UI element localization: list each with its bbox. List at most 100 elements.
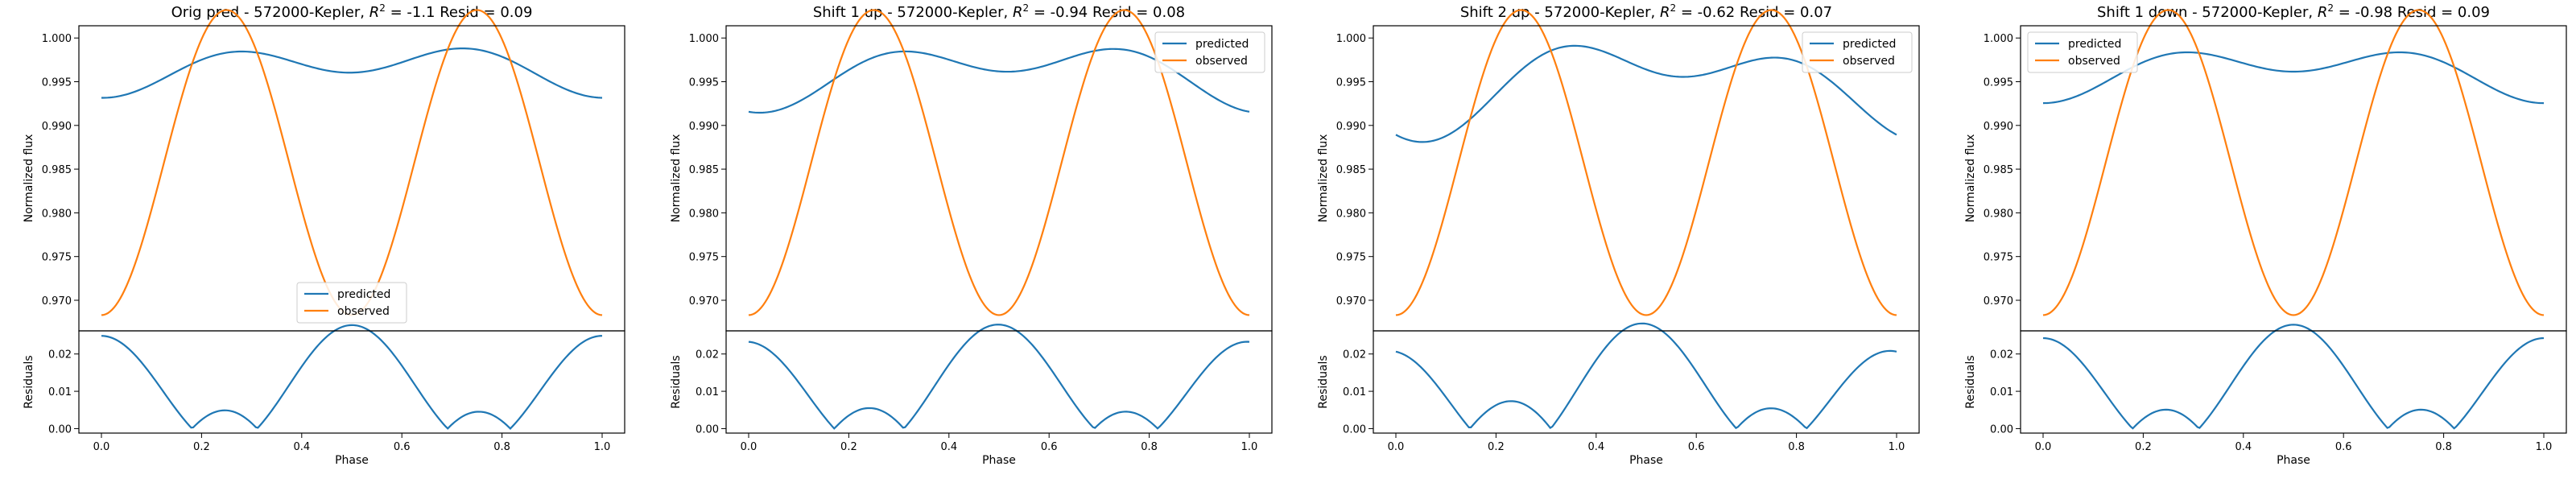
legend-label-observed: observed <box>1843 55 1895 68</box>
top-ytick-label: 0.990 <box>1336 121 1366 133</box>
bottom-ytick-label: 0.00 <box>48 423 72 436</box>
series-line-predicted <box>101 47 603 99</box>
series-line-observed <box>1395 9 1897 316</box>
top-ytick-label: 0.975 <box>689 252 719 264</box>
x-axis-label: Phase <box>335 454 369 467</box>
top-ytick-label: 0.985 <box>42 164 72 176</box>
bottom-y-axis-label: Residuals <box>1964 355 1977 408</box>
bottom-ytick-label: 0.01 <box>696 386 719 398</box>
legend: predicted observed <box>2027 31 2138 73</box>
xtick-label: 0.0 <box>741 441 758 453</box>
xtick-label: 0.2 <box>840 441 857 453</box>
top-ytick-label: 0.975 <box>42 252 72 264</box>
x-axis-label: Phase <box>2277 454 2310 467</box>
top-y-axis-label: Normalized flux <box>1317 134 1330 223</box>
xtick-label: 0.8 <box>493 441 510 453</box>
top-ytick-label: 0.985 <box>689 164 719 176</box>
top-ytick-label: 0.980 <box>1336 208 1366 220</box>
x-axis-label: Phase <box>1629 454 1663 467</box>
xtick-label: 1.0 <box>1889 441 1905 453</box>
top-ytick-label: 1.000 <box>42 33 72 45</box>
top-ytick-label: 1.000 <box>689 33 719 45</box>
top-ytick-label: 0.985 <box>1336 164 1366 176</box>
legend-label-predicted: predicted <box>2068 38 2121 51</box>
bottom-ytick-label: 0.02 <box>48 349 72 361</box>
xtick-label: 0.2 <box>1488 441 1505 453</box>
bottom-y-axis-label: Residuals <box>1317 355 1330 408</box>
bottom-ytick-label: 0.00 <box>696 423 719 436</box>
top-ytick-label: 0.980 <box>689 208 719 220</box>
residual-line <box>2042 324 2545 430</box>
legend: predicted observed <box>1154 31 1265 73</box>
panel-1: Orig pred - 572000-Kepler, R2 = -1.1 Res… <box>23 2 625 467</box>
xtick-label: 0.8 <box>1141 441 1158 453</box>
xtick-label: 0.8 <box>1788 441 1805 453</box>
top-ytick-label: 0.970 <box>42 295 72 308</box>
legend-box <box>2027 31 2138 73</box>
xtick-label: 0.6 <box>394 441 411 453</box>
legend-box <box>296 282 407 324</box>
series-line-observed <box>101 9 603 316</box>
xtick-label: 0.6 <box>2335 441 2352 453</box>
top-ytick-label: 0.990 <box>1984 121 2013 133</box>
top-ytick-label: 0.995 <box>1984 77 2013 89</box>
top-ytick-label: 1.000 <box>1984 33 2013 45</box>
top-ytick-label: 0.995 <box>42 77 72 89</box>
top-ytick-label: 0.980 <box>1984 208 2013 220</box>
bottom-ytick-label: 0.00 <box>1343 423 1366 436</box>
bottom-ytick-label: 0.02 <box>1343 349 1366 361</box>
top-ytick-label: 0.970 <box>1336 295 1366 308</box>
bottom-ytick-label: 0.01 <box>1343 386 1366 398</box>
bottom-axes-frame <box>2020 330 2567 434</box>
top-ytick-label: 0.990 <box>42 121 72 133</box>
xtick-label: 0.0 <box>93 441 110 453</box>
series-line-observed <box>748 9 1250 316</box>
top-ytick-label: 0.990 <box>689 121 719 133</box>
xtick-label: 0.2 <box>2135 441 2152 453</box>
top-y-axis-label: Normalized flux <box>1964 134 1977 223</box>
top-y-axis-label: Normalized flux <box>670 134 683 223</box>
legend-label-observed: observed <box>337 305 390 318</box>
panel-4: Shift 1 down - 572000-Kepler, R2 = -0.98… <box>1964 2 2567 467</box>
panel-2: Shift 1 up - 572000-Kepler, R2 = -0.94 R… <box>670 2 1273 467</box>
top-ytick-label: 0.985 <box>1984 164 2013 176</box>
residual-line <box>101 324 603 430</box>
bottom-axes-frame <box>725 330 1273 434</box>
series-line-observed <box>2042 9 2545 316</box>
xtick-label: 0.2 <box>193 441 210 453</box>
top-ytick-label: 0.975 <box>1984 252 2013 264</box>
xtick-label: 0.0 <box>1388 441 1405 453</box>
legend-label-predicted: predicted <box>1843 38 1896 51</box>
legend: predicted observed <box>1802 31 1913 73</box>
bottom-ytick-label: 0.00 <box>1990 423 2013 436</box>
legend-label-observed: observed <box>2068 55 2120 68</box>
bottom-ytick-label: 0.01 <box>1990 386 2013 398</box>
top-ytick-label: 0.995 <box>689 77 719 89</box>
xtick-label: 1.0 <box>594 441 611 453</box>
bottom-y-axis-label: Residuals <box>670 355 683 408</box>
xtick-label: 1.0 <box>2536 441 2553 453</box>
residual-line <box>748 324 1250 430</box>
legend-label-predicted: predicted <box>1195 38 1249 51</box>
bottom-ytick-label: 0.02 <box>696 349 719 361</box>
top-ytick-label: 0.975 <box>1336 252 1366 264</box>
xtick-label: 0.4 <box>293 441 310 453</box>
legend-box <box>1802 31 1913 73</box>
residual-line <box>1395 322 1897 430</box>
xtick-label: 0.0 <box>2035 441 2052 453</box>
top-ytick-label: 0.995 <box>1336 77 1366 89</box>
bottom-axes-frame <box>78 330 625 434</box>
top-ytick-label: 0.970 <box>689 295 719 308</box>
chart-title: Shift 1 down - 572000-Kepler, R2 = -0.98… <box>2097 2 2490 21</box>
legend-label-observed: observed <box>1195 55 1248 68</box>
bottom-y-axis-label: Residuals <box>23 355 35 408</box>
top-ytick-label: 1.000 <box>1336 33 1366 45</box>
legend: predicted observed <box>296 282 407 324</box>
top-ytick-label: 0.970 <box>1984 295 2013 308</box>
xtick-label: 0.4 <box>940 441 957 453</box>
xtick-label: 1.0 <box>1241 441 1258 453</box>
x-axis-label: Phase <box>982 454 1016 467</box>
xtick-label: 0.6 <box>1041 441 1058 453</box>
xtick-label: 0.8 <box>2435 441 2452 453</box>
bottom-ytick-label: 0.01 <box>48 386 72 398</box>
